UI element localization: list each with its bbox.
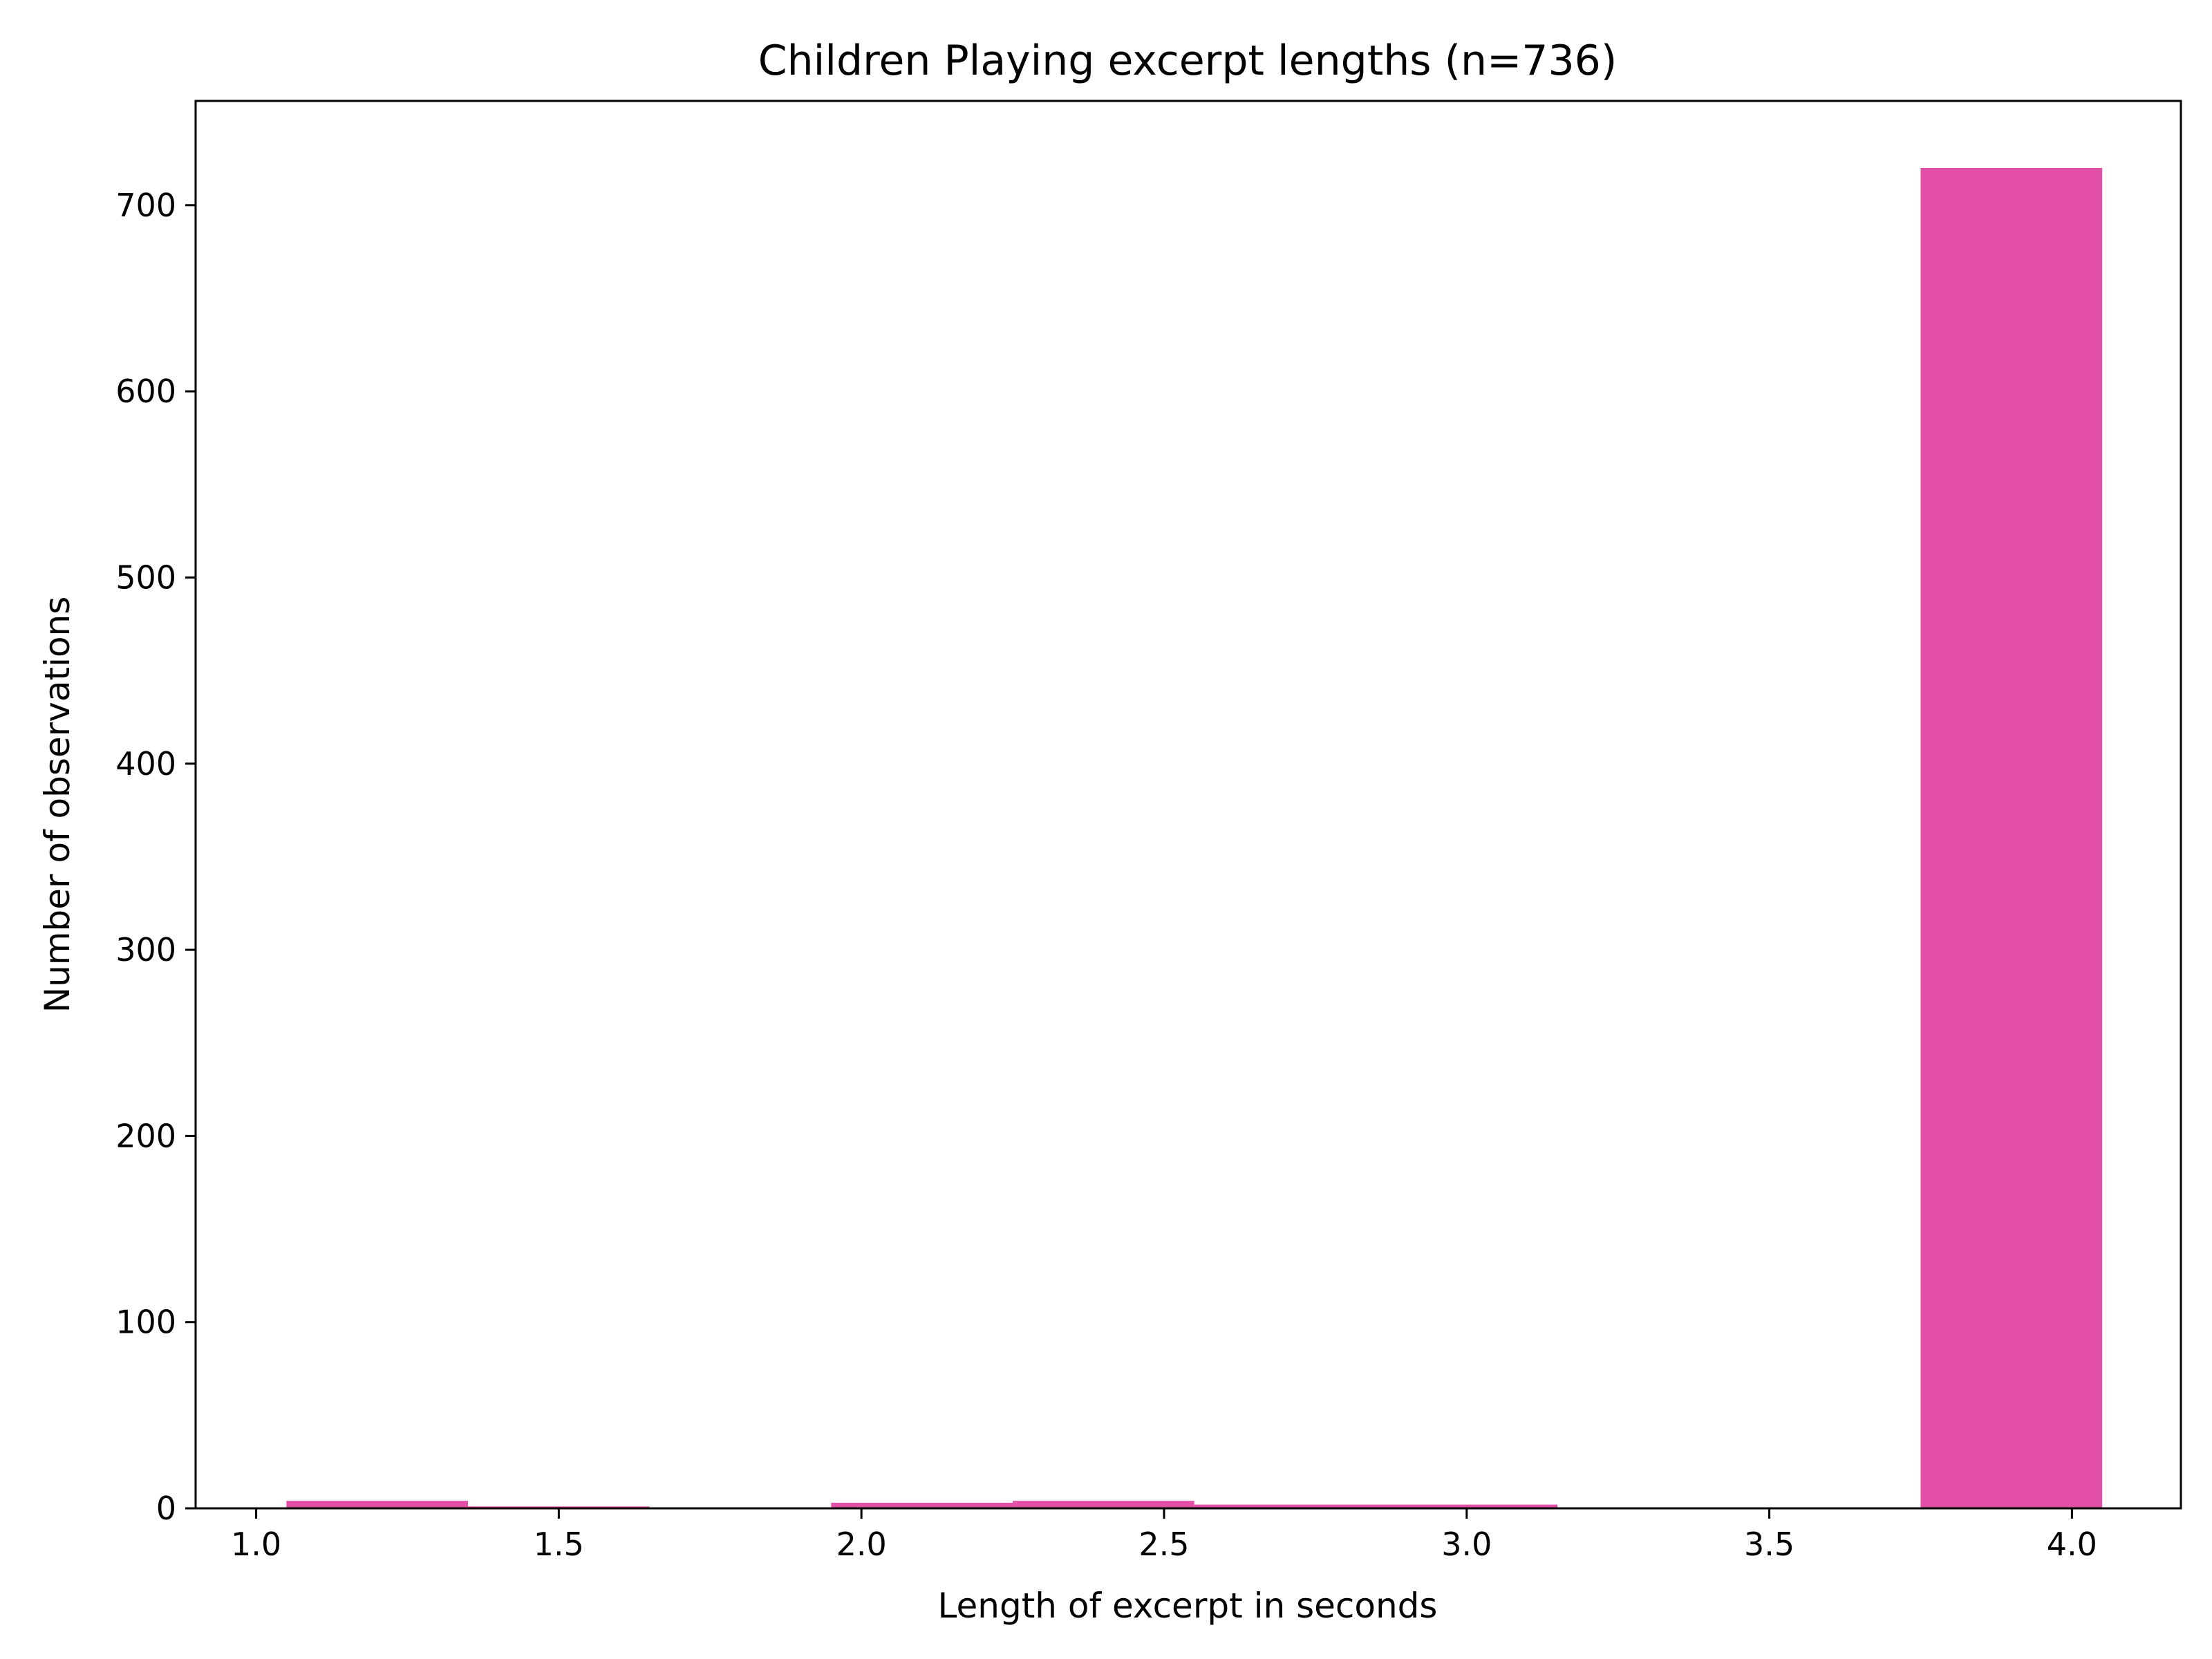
chart-title: Children Playing excerpt lengths (n=736) <box>758 37 1617 85</box>
x-tick-label: 1.0 <box>231 1526 281 1563</box>
y-tick-label: 400 <box>115 745 176 782</box>
x-axis-ticks: 1.0 1.5 2.0 2.5 3.0 3.5 4.0 <box>231 1508 2097 1563</box>
histogram-bar-5 <box>1013 1501 1194 1508</box>
y-tick-label: 100 <box>115 1304 176 1341</box>
x-tick-label: 2.0 <box>836 1526 887 1563</box>
histogram-bar-7 <box>1376 1504 1558 1508</box>
x-tick-label: 4.0 <box>2047 1526 2097 1563</box>
x-tick-label: 3.0 <box>1441 1526 1492 1563</box>
histogram-bar-4 <box>831 1502 1013 1508</box>
x-tick-label: 3.5 <box>1744 1526 1794 1563</box>
histogram-bar-1 <box>286 1501 469 1508</box>
y-tick-label: 200 <box>115 1117 176 1154</box>
y-tick-label: 0 <box>156 1490 176 1527</box>
histogram-bar-10 <box>1920 167 2103 1509</box>
y-tick-label: 300 <box>115 931 176 968</box>
histogram-bar-6 <box>1194 1504 1376 1508</box>
bars-group <box>286 167 2103 1509</box>
plot-frame <box>194 100 2182 1510</box>
x-tick-label: 1.5 <box>534 1526 584 1563</box>
y-axis-label: Number of observations <box>37 597 77 1013</box>
y-tick-label: 600 <box>115 373 176 410</box>
y-tick-label: 500 <box>115 559 176 596</box>
x-tick-label: 2.5 <box>1138 1526 1189 1563</box>
x-axis-label: Length of excerpt in seconds <box>938 1586 1438 1626</box>
y-axis-ticks: 0 100 200 300 400 500 600 700 <box>115 187 196 1527</box>
y-tick-label: 700 <box>115 187 176 224</box>
